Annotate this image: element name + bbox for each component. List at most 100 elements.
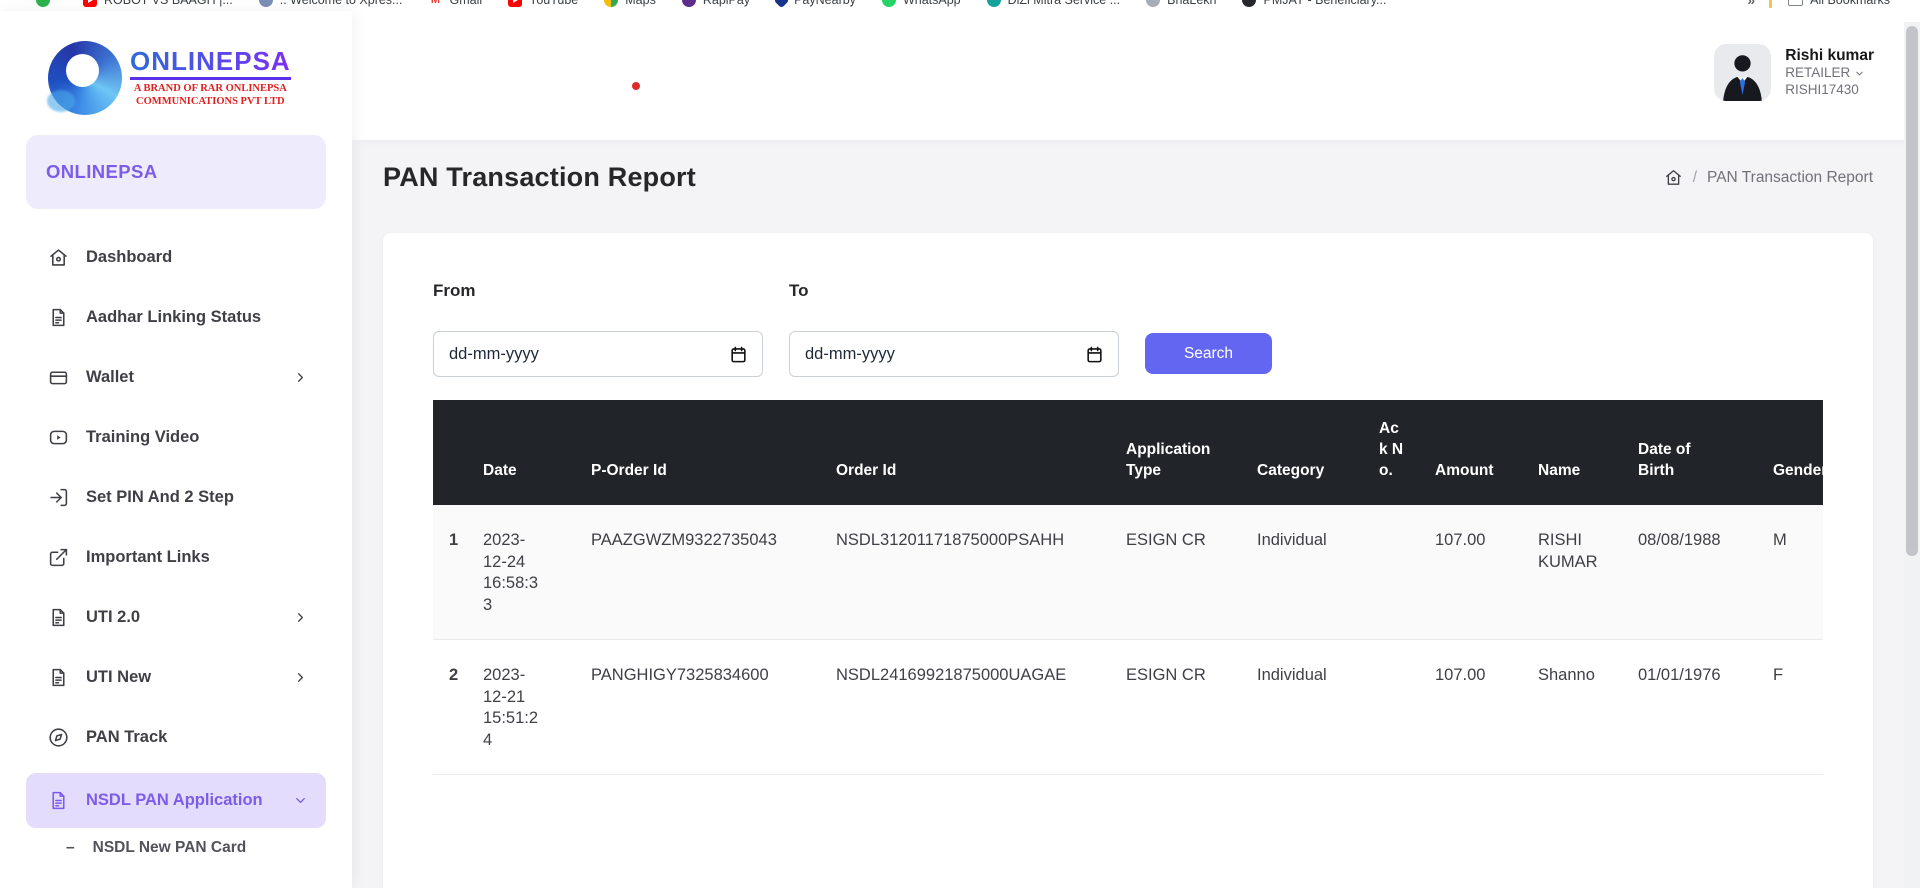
notification-dot — [632, 82, 640, 90]
header-order-id: Order Id — [836, 400, 1126, 505]
user-menu[interactable]: Rishi kumar RETAILER RISHI17430 — [1714, 44, 1874, 101]
bookmark-item[interactable]: RapiPay — [681, 0, 750, 7]
to-date-input[interactable]: dd-mm-yyyy — [789, 331, 1119, 377]
header-name: Name — [1538, 400, 1638, 505]
from-date-input[interactable]: dd-mm-yyyy — [433, 331, 763, 377]
bookmark-item[interactable]: Gmail — [428, 0, 482, 7]
to-label: To — [789, 281, 809, 300]
gmail-icon — [428, 0, 442, 7]
bookmark-item[interactable]: WhatsApp — [881, 0, 961, 7]
bookmark-item[interactable]: PMJAY - Beneficiary... — [1242, 0, 1386, 7]
chevron-right-icon — [293, 670, 308, 685]
user-id: RISHI17430 — [1785, 82, 1859, 98]
header-date: Date — [483, 400, 591, 505]
search-button[interactable]: Search — [1145, 333, 1272, 374]
scrollbar-thumb[interactable] — [1906, 26, 1918, 556]
header-gender: Gender — [1773, 400, 1823, 505]
maps-icon — [604, 0, 619, 7]
bookmark-item[interactable]: DiZi Mitra Service ... — [986, 0, 1120, 7]
video-icon — [48, 427, 69, 448]
login-icon — [48, 487, 69, 508]
all-bookmarks-button[interactable]: All Bookmarks — [1788, 0, 1890, 7]
bookmark-item[interactable]: ROBOT VS BAAGH |... — [83, 0, 233, 7]
home-icon — [1665, 170, 1681, 185]
brand-name: ONLINEPSA — [130, 48, 291, 80]
page-title: PAN Transaction Report — [383, 162, 696, 192]
user-name: Rishi kumar — [1785, 46, 1874, 64]
whatsapp-icon — [881, 0, 896, 7]
sidebar-item-uti-2-0[interactable]: UTI 2.0 — [0, 593, 352, 642]
sidebar-header: ONLINEPSA — [26, 135, 326, 209]
bookmark-item[interactable]: BhaLekh — [1146, 0, 1216, 7]
home-icon — [48, 247, 69, 268]
vertical-scrollbar[interactable] — [1904, 22, 1920, 888]
header-index — [433, 400, 483, 505]
sidebar-item-dashboard[interactable]: Dashboard — [0, 233, 352, 282]
avatar — [1714, 44, 1772, 101]
table-row: 1 2023-12-24 16:58:33 PAAZGWZM9322735043… — [433, 505, 1823, 640]
wallet-icon — [48, 367, 69, 388]
header-category: Category — [1257, 400, 1379, 505]
bhalekh-icon — [1146, 0, 1161, 7]
folder-icon — [1788, 0, 1804, 6]
main-content: PAN Transaction Report / PAN Transaction… — [352, 140, 1920, 888]
external-link-icon — [48, 547, 69, 568]
breadcrumb-current: PAN Transaction Report — [1707, 168, 1873, 186]
header-p-order-id: P-Order Id — [591, 400, 836, 505]
sidebar-item-training-video[interactable]: Training Video — [0, 413, 352, 462]
chevron-right-icon — [293, 370, 308, 385]
file-icon — [48, 607, 69, 628]
bookmark-item[interactable]: .. Welcome to Xpres... — [258, 0, 402, 7]
header-date-of-birth: Date of Birth — [1638, 400, 1773, 505]
brand-logo: ONLINEPSA A BRAND OF RAR ONLINEPSA COMMU… — [0, 11, 352, 115]
from-label: From — [433, 281, 476, 300]
sidebar-item-aadhar-linking-status[interactable]: Aadhar Linking Status — [0, 293, 352, 342]
bookmark-item[interactable]: Maps — [604, 0, 656, 7]
youtube-icon — [83, 0, 97, 7]
xpress-icon — [258, 0, 273, 7]
bookmark-item[interactable]: YouTube — [508, 0, 578, 7]
paynearby-icon — [773, 0, 790, 8]
table-header-row: Date P-Order Id Order Id Application Typ… — [433, 400, 1823, 505]
brand-tagline: A BRAND OF RAR ONLINEPSA COMMUNICATIONS … — [133, 82, 287, 107]
user-role-dropdown[interactable]: RETAILER — [1785, 65, 1874, 82]
onlinepsa-swirl-icon — [48, 41, 122, 115]
header-ack-no: Ack No. — [1379, 400, 1435, 505]
table-row: 2 2023-12-21 15:51:24 PANGHIGY7325834600… — [433, 640, 1823, 775]
sidebar-item-uti-new[interactable]: UTI New — [0, 653, 352, 702]
transactions-table-wrap: Date P-Order Id Order Id Application Typ… — [433, 400, 1823, 775]
compass-icon — [48, 727, 69, 748]
file-icon — [48, 790, 69, 811]
chevron-right-icon — [293, 610, 308, 625]
file-icon — [48, 307, 69, 328]
rapipay-icon — [681, 0, 696, 7]
transactions-table: Date P-Order Id Order Id Application Typ… — [433, 400, 1823, 775]
calendar-icon[interactable] — [1085, 345, 1104, 364]
header-amount: Amount — [1435, 400, 1538, 505]
whatsapp-icon — [36, 0, 50, 7]
chevron-down-icon — [293, 793, 308, 808]
sidebar-item-important-links[interactable]: Important Links — [0, 533, 352, 582]
youtube-icon — [508, 0, 523, 7]
sidebar-item-nsdl-pan-application[interactable]: NSDL PAN Application — [26, 773, 326, 828]
sidebar-item-set-pin[interactable]: Set PIN And 2 Step — [0, 473, 352, 522]
pmjay-icon — [1242, 0, 1257, 7]
sidebar: ONLINEPSA A BRAND OF RAR ONLINEPSA COMMU… — [0, 11, 352, 888]
header-application-type: Application Type — [1126, 400, 1257, 505]
sidebar-subitem-nsdl-new-pan-card[interactable]: – NSDL New PAN Card — [66, 839, 247, 856]
sidebar-item-wallet[interactable]: Wallet — [0, 353, 352, 402]
file-icon — [48, 667, 69, 688]
sidebar-item-pan-track[interactable]: PAN Track — [0, 713, 352, 762]
report-card: From dd-mm-yyyy To dd-mm-yyyy — [383, 233, 1873, 888]
breadcrumb: / PAN Transaction Report — [1664, 168, 1873, 187]
calendar-icon[interactable] — [729, 345, 748, 364]
dizi-icon — [986, 0, 1001, 7]
top-header: Rishi kumar RETAILER RISHI17430 — [352, 11, 1920, 140]
bookmarks-overflow-chevron[interactable]: » — [1747, 0, 1755, 8]
bookmark-item[interactable]: PayNearby — [773, 0, 856, 8]
bookmark-item[interactable] — [36, 0, 57, 7]
chevron-down-icon — [1856, 71, 1863, 76]
browser-bookmarks-bar: ROBOT VS BAAGH |... .. Welcome to Xpres.… — [0, 0, 1920, 11]
bookmarks-divider — [1769, 0, 1773, 8]
sidebar-nav: Dashboard Aadhar Linking Status Wallet T… — [0, 233, 352, 857]
